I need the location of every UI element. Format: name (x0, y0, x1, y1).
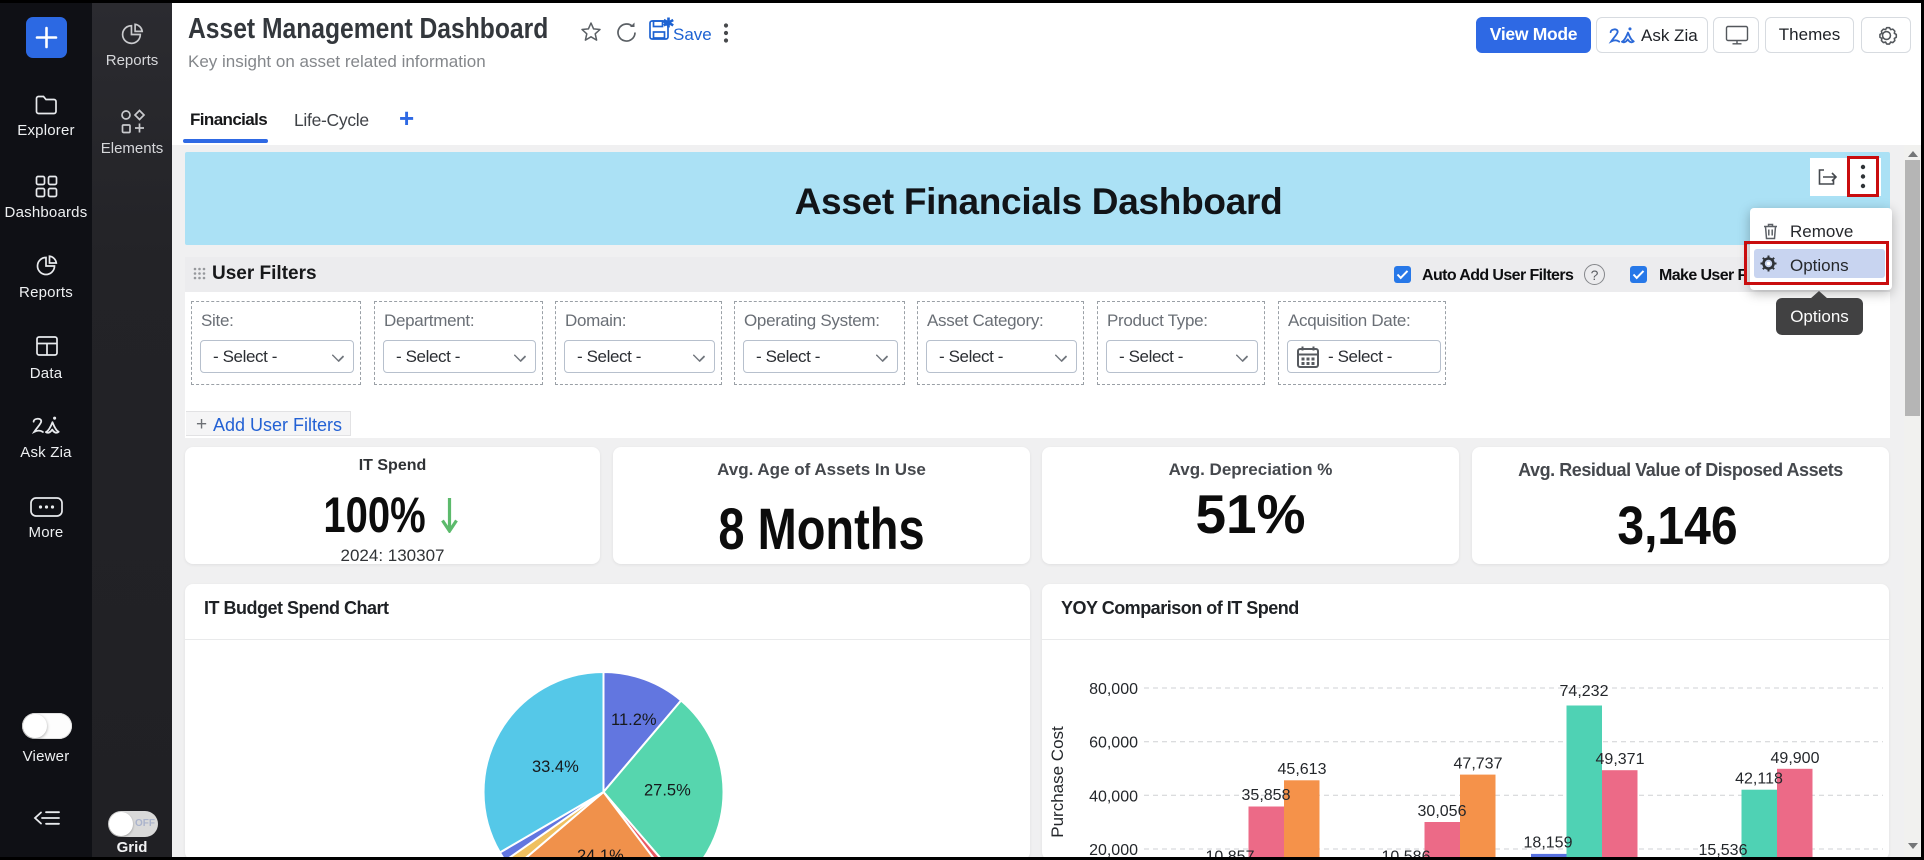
svg-text:10,857: 10,857 (1206, 849, 1255, 860)
svg-text:45,613: 45,613 (1278, 761, 1327, 778)
svg-text:47,737: 47,737 (1454, 756, 1503, 773)
svg-text:33.4%: 33.4% (532, 758, 579, 776)
svg-text:42,118: 42,118 (1735, 771, 1783, 788)
svg-text:Purchase Cost: Purchase Cost (1048, 726, 1067, 838)
svg-text:30,056: 30,056 (1418, 803, 1467, 820)
svg-text:20,000: 20,000 (1089, 842, 1138, 859)
svg-text:10,586: 10,586 (1382, 849, 1431, 860)
svg-text:40,000: 40,000 (1089, 788, 1138, 805)
svg-text:80,000: 80,000 (1089, 681, 1138, 698)
svg-text:60,000: 60,000 (1089, 735, 1138, 752)
svg-text:18,159: 18,159 (1524, 835, 1573, 852)
svg-text:74,232: 74,232 (1560, 683, 1609, 700)
svg-text:15,536: 15,536 (1699, 842, 1748, 859)
svg-text:49,371: 49,371 (1596, 751, 1645, 768)
svg-text:24.1%: 24.1% (577, 847, 624, 860)
svg-text:49,900: 49,900 (1771, 750, 1820, 767)
svg-text:27.5%: 27.5% (644, 782, 691, 800)
svg-text:11.2%: 11.2% (611, 711, 657, 729)
svg-text:35,858: 35,858 (1242, 787, 1291, 804)
